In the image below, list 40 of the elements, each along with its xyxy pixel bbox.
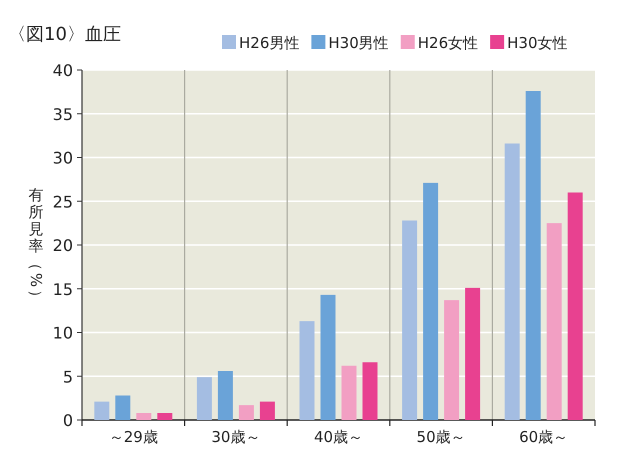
bar	[94, 402, 110, 420]
legend-label: H30男性	[328, 34, 389, 52]
legend-label: H26女性	[418, 34, 478, 52]
x-tick-label: 30歳～	[211, 428, 260, 446]
bar	[444, 300, 460, 420]
bar	[115, 396, 130, 420]
y-tick-label: 10	[52, 324, 73, 342]
x-tick-label: 40歳～	[314, 428, 364, 446]
bar	[136, 413, 152, 420]
legend-label: H26男性	[239, 34, 300, 52]
y-tick-label: 20	[52, 236, 73, 255]
y-tick-label: 25	[52, 192, 73, 212]
y-tick-label: 0	[62, 411, 73, 430]
y-tick-label: 5	[62, 367, 73, 386]
bar	[504, 144, 520, 420]
x-tick-label: ～29歳	[108, 428, 158, 446]
bar	[342, 366, 356, 420]
bar	[568, 192, 583, 420]
x-tick-label: 60歳～	[519, 428, 568, 446]
bar	[196, 377, 212, 420]
bar	[320, 294, 336, 420]
y-tick-label: 30	[52, 148, 73, 168]
bar	[423, 182, 438, 420]
y-axis-title: 有所見率（%）	[27, 186, 45, 304]
legend-label: H30女性	[507, 34, 568, 52]
y-tick-label: 15	[52, 280, 73, 299]
bar	[260, 402, 275, 420]
chart-title: 〈図10〉血圧	[8, 24, 121, 45]
x-tick-label: 50歳～	[416, 428, 466, 446]
bar	[218, 371, 233, 420]
bar	[300, 321, 314, 420]
bar	[546, 223, 562, 420]
bar	[526, 91, 541, 420]
bar	[238, 405, 254, 420]
y-tick-label: 40	[52, 61, 73, 80]
y-tick-label: 35	[52, 104, 73, 124]
bar	[402, 220, 418, 420]
bar	[362, 362, 378, 420]
bar	[465, 288, 480, 420]
bar	[157, 413, 172, 420]
